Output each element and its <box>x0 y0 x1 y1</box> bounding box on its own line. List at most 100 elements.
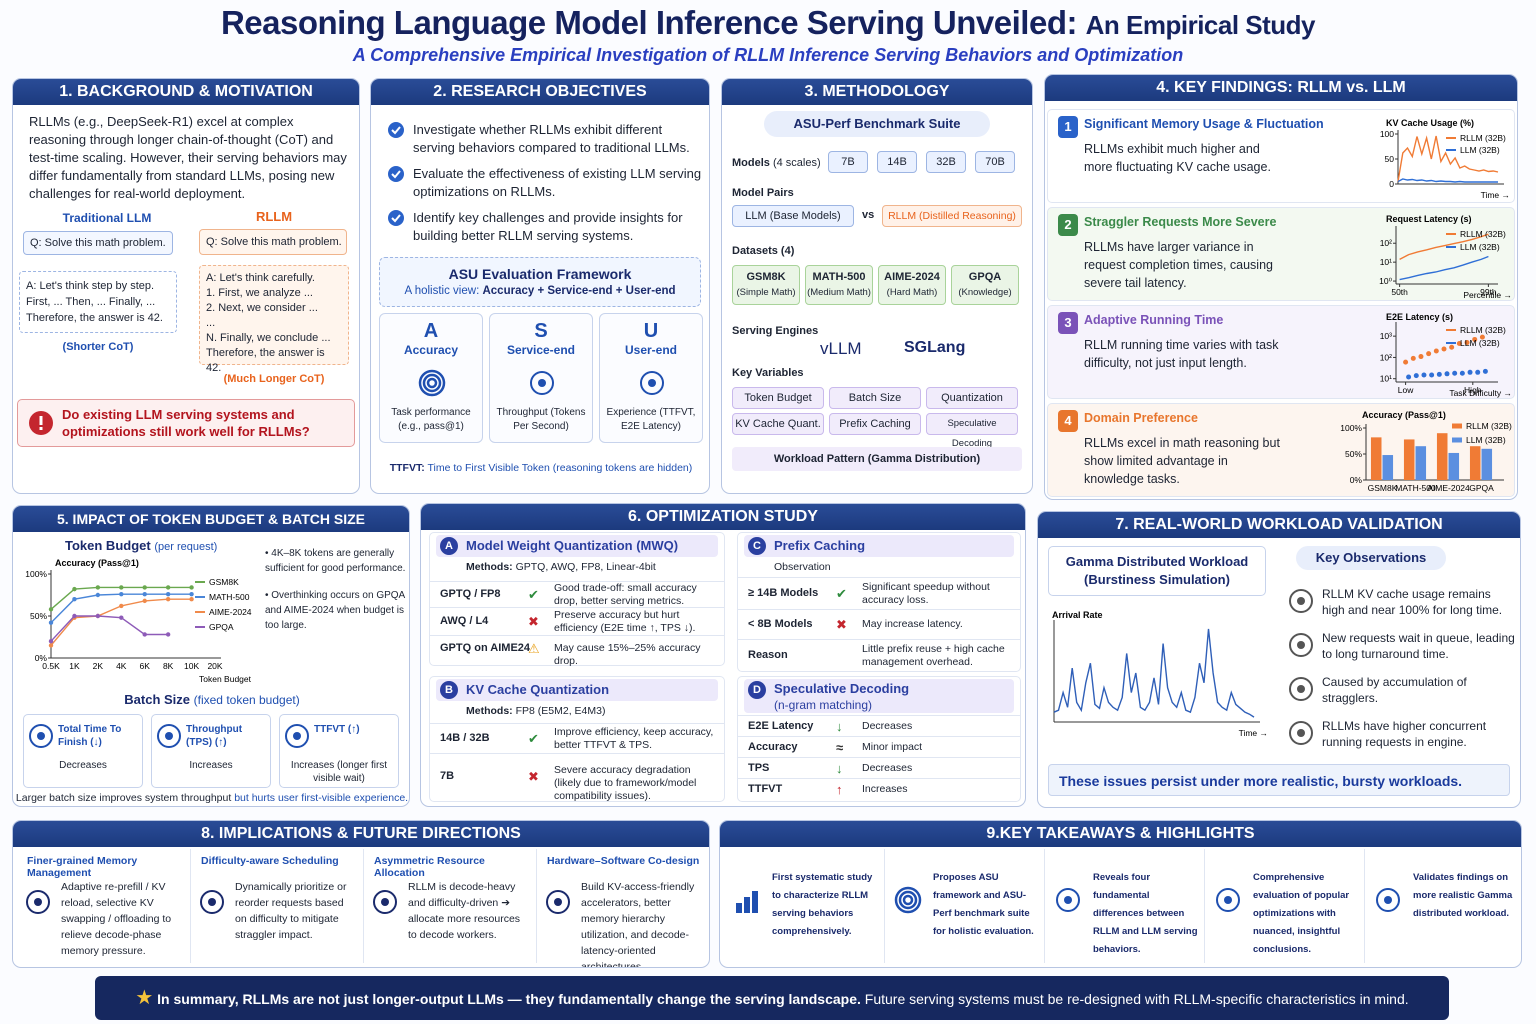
badge: A <box>440 537 458 555</box>
series-line <box>50 615 169 642</box>
dataset-note: (Hard Math) <box>886 287 938 298</box>
objective: Identify key challenges and provide insi… <box>385 209 703 253</box>
opt-section: A Model Weight Quantization (MWQ) Methods:… <box>429 532 725 667</box>
point <box>48 620 54 625</box>
row-name: < 8B Models <box>748 618 813 630</box>
implication-text: Dynamically prioritize or reorder reques… <box>235 881 347 941</box>
finding-chart: Request Latency (s) 10⁰ 10¹ 10² 50th 99thPerc… <box>1379 214 1512 300</box>
bar <box>1436 433 1448 480</box>
icon-shape <box>391 214 401 223</box>
icon <box>29 724 53 748</box>
text: Batch Size <box>124 692 191 707</box>
text: Accuracy + Service-end + User-end <box>482 285 676 297</box>
icon-shape <box>648 379 656 387</box>
finding-number: 2 <box>1058 214 1078 236</box>
icon-shape <box>1297 729 1305 737</box>
x-tick-label: 2K <box>93 661 104 671</box>
y-tick-label: 50% <box>1345 449 1362 459</box>
finding-title: Significant Memory Usage & Fluctuation <box>1084 117 1324 131</box>
icon-shape <box>157 724 181 748</box>
finding: 1 Significant Memory Usage & Fluctuation R… <box>1047 109 1515 203</box>
objective-text: Identify key challenges and provide insi… <box>413 210 683 243</box>
text: (Base Models) <box>769 210 841 222</box>
y-tick-label: 100% <box>1340 423 1362 433</box>
intro: RLLMs (e.g., DeepSeek-R1) excel at compl… <box>29 114 347 201</box>
legend-label: GSM8K <box>209 577 239 587</box>
y-tick-label: 10¹ <box>1380 257 1392 267</box>
observation-text: New requests wait in queue, leading to l… <box>1322 631 1515 661</box>
point <box>165 591 171 597</box>
point <box>95 592 101 598</box>
y-tick-label: 0% <box>1350 475 1363 485</box>
llm-answer: A: Let's think step by step. First, ... T… <box>19 271 177 333</box>
icon-shape <box>1297 641 1305 649</box>
implication-title: Finer-grained Memory Management <box>27 855 138 879</box>
icon-shape <box>388 210 404 226</box>
text: Overthinking occurs on GPQA and AIME-202… <box>265 590 405 631</box>
pillar-desc: Experience (TTFVT, E2E Latency) <box>606 407 696 432</box>
pillar-desc: Task performance (e.g., pass@1) <box>391 407 471 432</box>
line: Therefore, the answer is 42. <box>206 347 325 374</box>
methods: Methods: GPTQ, AWQ, FP8, Linear-4bit <box>466 561 656 573</box>
point <box>1436 371 1442 377</box>
panel-background: 4. KEY FINDINGS: RLLM vs. LLM 1 Significa… <box>1044 74 1518 500</box>
objective: Investigate whether RLLMs exhibit differ… <box>385 121 703 165</box>
text: Larger batch size improves system throug… <box>15 792 232 804</box>
dataset-note: (Medium Math) <box>807 287 871 298</box>
takeaway: First systematic study to characterize R… <box>724 849 882 963</box>
row-text: Increases <box>862 782 908 795</box>
point <box>119 591 124 597</box>
icon <box>1289 721 1313 745</box>
llm-label: Traditional LLM <box>62 211 152 225</box>
column-label: Observation <box>774 561 831 573</box>
card-effect: Increases (longer first visible wait) <box>290 760 388 784</box>
point <box>1459 370 1465 376</box>
table-row: GPTQ on AIME24 ⚠ May cause 15%–25% accurac… <box>430 635 724 667</box>
workload-box: Gamma Distributed Workload (Burstiness Si… <box>1048 546 1266 596</box>
model-chip: 7B <box>828 151 868 173</box>
point <box>1475 369 1481 375</box>
card-label: Throughput (TPS) (↑) <box>186 724 243 748</box>
pair-rllm: RLLM (Distilled Reasoning) <box>882 205 1022 227</box>
framework-sub: A holistic view: Accuracy + Service-end … <box>380 285 700 297</box>
tb-heading: Token Budget (per request) <box>65 538 217 553</box>
note-label: TTFVT: <box>389 462 425 474</box>
line: A: Let's think carefully. <box>206 272 315 284</box>
heading: 5. IMPACT OF TOKEN BUDGET & BATCH SIZE <box>13 506 409 532</box>
implication: Hardware–Software Co-design Build KV-acce… <box>536 849 706 967</box>
text: (4 scales) <box>772 157 821 169</box>
table-row: 7B ✖ Severe accuracy degradation (likely d… <box>430 753 724 802</box>
series-line <box>1399 255 1489 281</box>
icon-shape <box>26 890 50 914</box>
objective-text: Investigate whether RLLMs exhibit differ… <box>413 122 690 155</box>
icon-shape <box>200 890 224 914</box>
methods-label: Methods: <box>466 561 513 573</box>
icon-shape <box>165 732 173 740</box>
row-name: ≥ 14B Models <box>748 587 819 599</box>
point <box>189 591 194 597</box>
model-chip: 32B <box>926 151 966 173</box>
icon-shape <box>426 377 438 389</box>
icon <box>530 371 554 395</box>
takeaway: Reveals four fundamental differences bet… <box>1044 849 1202 963</box>
icon <box>736 891 758 913</box>
y-tick-label: 50 <box>1385 154 1395 164</box>
y-tick-label: 10² <box>1380 238 1392 248</box>
methods-text: FP8 (E5M2, E4M3) <box>515 705 606 717</box>
table-row: TPS ↓ Decreases <box>738 757 1020 778</box>
text: Gamma Distributed Workload <box>1065 554 1249 569</box>
badge: B <box>440 681 458 699</box>
bar <box>1403 439 1415 480</box>
icon-shape <box>1297 685 1305 693</box>
vs: vs <box>862 209 875 221</box>
note: • Overthinking occurs on GPQA and AIME-2… <box>265 590 405 631</box>
batch-card: TTFVT (↑) Increases (longer first visible… <box>279 714 399 788</box>
line: ... <box>206 317 216 329</box>
icon <box>1289 633 1313 657</box>
finding-title: Straggler Requests More Severe <box>1084 215 1277 229</box>
row-text: Improve efficiency, keep accuracy, bette… <box>554 726 714 751</box>
variable-chip: Prefix Caching <box>829 413 921 435</box>
pairs-label: Model Pairs <box>732 187 794 199</box>
text: Models <box>732 157 770 169</box>
text: 4K–8K tokens are generally sufficient fo… <box>265 548 406 574</box>
